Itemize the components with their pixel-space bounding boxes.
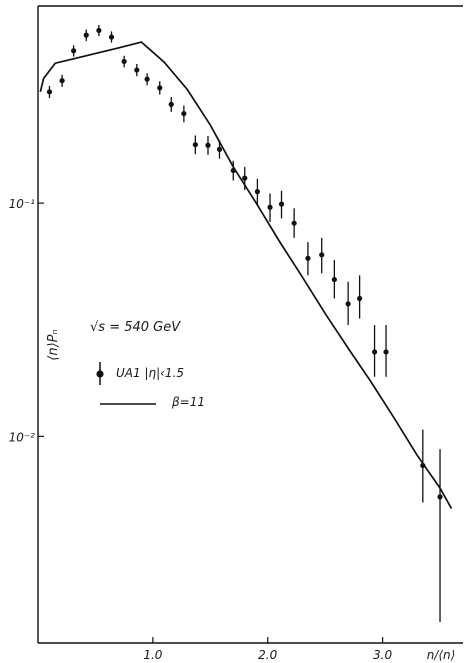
data-point bbox=[96, 25, 102, 37]
point-marker bbox=[371, 349, 378, 355]
point-marker bbox=[108, 34, 115, 40]
data-point bbox=[383, 325, 389, 377]
data-point bbox=[437, 449, 443, 622]
beta-11-curve bbox=[39, 41, 453, 510]
data-point bbox=[121, 55, 127, 68]
legend-header: √s = 540 GeV bbox=[90, 320, 181, 335]
plot-frame bbox=[37, 5, 463, 644]
point-marker bbox=[144, 76, 150, 82]
data-point bbox=[59, 74, 65, 87]
data-point bbox=[230, 160, 236, 181]
legend: √s = 540 GeV UA1 |η|‹1.5 β=11 bbox=[90, 320, 205, 409]
x-axis-label: n/⟨n⟩ bbox=[427, 648, 456, 662]
data-point bbox=[46, 85, 53, 99]
x-tick-label: 3.0 bbox=[373, 648, 392, 662]
point-marker bbox=[46, 89, 53, 95]
point-marker bbox=[121, 58, 127, 65]
point-marker bbox=[230, 167, 236, 174]
model-curve bbox=[39, 41, 453, 510]
data-point bbox=[192, 135, 198, 155]
data-point bbox=[357, 275, 363, 319]
data-point bbox=[157, 81, 163, 95]
point-marker bbox=[192, 142, 198, 148]
point-marker bbox=[437, 494, 443, 500]
point-marker bbox=[254, 189, 260, 195]
point-marker bbox=[181, 110, 187, 117]
axis-ticks: 1.0 2.0 3.0 10⁻¹ 10⁻² bbox=[9, 197, 393, 662]
point-marker bbox=[383, 349, 389, 355]
data-point bbox=[371, 325, 378, 377]
data-point bbox=[278, 190, 285, 219]
point-marker bbox=[71, 48, 77, 54]
y-tick-label: 10⁻¹ bbox=[9, 197, 36, 211]
data-point bbox=[331, 260, 337, 299]
point-marker bbox=[96, 27, 102, 34]
data-point bbox=[144, 73, 150, 86]
point-marker bbox=[59, 78, 65, 84]
point-marker bbox=[168, 101, 174, 107]
data-point bbox=[305, 242, 311, 276]
y-tick-label: 10⁻² bbox=[9, 430, 36, 444]
data-points bbox=[46, 25, 443, 622]
point-marker bbox=[216, 146, 223, 152]
data-point bbox=[108, 31, 115, 43]
point-marker bbox=[319, 252, 325, 258]
x-tick-label: 2.0 bbox=[258, 648, 277, 662]
point-marker bbox=[278, 201, 285, 207]
data-point bbox=[242, 166, 248, 190]
point-marker bbox=[345, 301, 351, 307]
data-point bbox=[216, 140, 223, 159]
point-marker bbox=[357, 295, 363, 302]
y-axis-label: ⟨n⟩Pₙ bbox=[46, 329, 61, 360]
data-point bbox=[267, 193, 273, 222]
data-point bbox=[134, 63, 140, 77]
legend-entry-curve: β=11 bbox=[171, 395, 205, 409]
data-point bbox=[83, 29, 89, 42]
point-marker bbox=[305, 255, 311, 261]
data-point bbox=[319, 237, 325, 274]
data-point bbox=[254, 178, 260, 206]
point-marker bbox=[134, 67, 140, 73]
point-marker bbox=[291, 220, 297, 226]
point-marker bbox=[83, 32, 89, 38]
point-marker bbox=[331, 276, 337, 283]
data-point bbox=[181, 105, 187, 123]
x-tick-label: 1.0 bbox=[143, 648, 162, 662]
data-point bbox=[71, 45, 77, 57]
point-marker bbox=[157, 85, 163, 91]
legend-entry-data: UA1 |η|‹1.5 bbox=[116, 366, 184, 380]
point-marker bbox=[205, 142, 211, 148]
legend-point-icon bbox=[96, 362, 104, 385]
data-point bbox=[291, 208, 297, 238]
data-point bbox=[345, 281, 351, 326]
point-marker bbox=[242, 175, 248, 181]
data-point bbox=[168, 97, 174, 112]
data-point bbox=[205, 135, 211, 155]
point-marker bbox=[420, 462, 426, 469]
point-marker bbox=[267, 204, 273, 210]
data-point bbox=[420, 429, 426, 503]
